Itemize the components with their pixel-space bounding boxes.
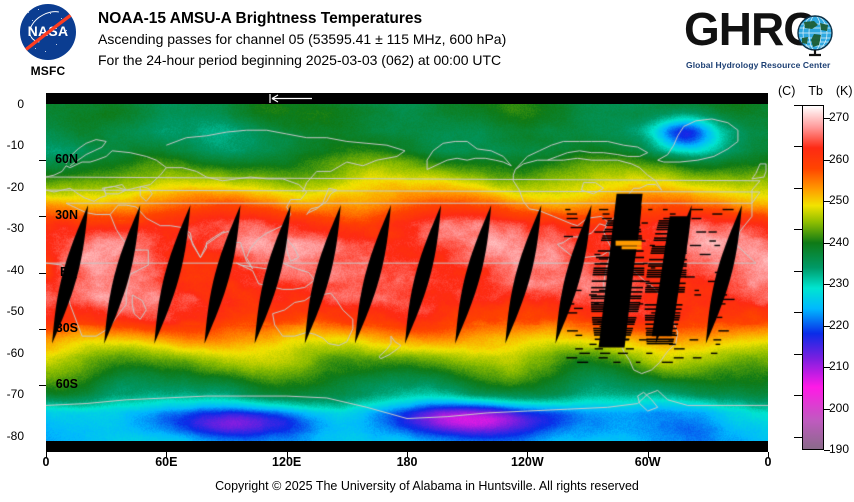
lat-tick (39, 329, 46, 330)
colorbar-unit-kelvin: (K) (836, 84, 853, 98)
colorbar-celsius-label: -10 (7, 138, 24, 152)
colorbar-celsius-tick (794, 437, 802, 438)
colorbar-celsius-tick (794, 395, 802, 396)
colorbar-celsius-label: -80 (7, 429, 24, 443)
colorbar-unit-celsius: (C) (778, 84, 795, 98)
msfc-label: MSFC (10, 64, 86, 78)
colorbar-gradient (802, 105, 824, 450)
colorbar (802, 105, 824, 450)
nasa-insignia-icon: NASA (20, 4, 76, 60)
colorbar-kelvin-label: 250 (829, 193, 849, 207)
colorbar-kelvin-label: 270 (829, 110, 849, 124)
map-figure (46, 93, 768, 452)
nasa-swoosh-icon (20, 8, 76, 56)
header: NASA MSFC NOAA-15 AMSU-A Brightness Temp… (0, 0, 854, 92)
colorbar-kelvin-label: 200 (829, 401, 849, 415)
colorbar-celsius-label: -50 (7, 304, 24, 318)
colorbar-celsius-label: -40 (7, 263, 24, 277)
ghrc-logo: GHRC Global Hydrology Resource Center (684, 2, 840, 78)
lon-axis-label: 120W (497, 455, 557, 469)
map-plot-area (46, 104, 768, 441)
lat-tick (39, 160, 46, 161)
colorbar-celsius-label: -20 (7, 180, 24, 194)
lat-tick (39, 216, 46, 217)
lat-tick (39, 273, 46, 274)
lon-axis-label: 0 (738, 455, 798, 469)
lat-axis-label: 60N (55, 152, 78, 166)
lat-axis-label: 60S (56, 377, 78, 391)
colorbar-celsius-tick (794, 312, 802, 313)
lon-axis-label: 60E (136, 455, 196, 469)
colorbar-celsius-tick (794, 146, 802, 147)
colorbar-kelvin-label: 210 (829, 359, 849, 373)
colorbar-celsius-tick (794, 105, 802, 106)
colorbar-celsius-tick (794, 354, 802, 355)
colorbar-kelvin-label: 230 (829, 276, 849, 290)
subtitle-period: For the 24-hour period beginning 2025-03… (98, 50, 678, 71)
colorbar-variable: Tb (808, 84, 823, 98)
ghrc-tagline: Global Hydrology Resource Center (686, 60, 830, 70)
lat-axis-label: 30S (56, 321, 78, 335)
colorbar-celsius-tick (794, 229, 802, 230)
colorbar-celsius-label: -30 (7, 221, 24, 235)
colorbar-kelvin-label: 220 (829, 318, 849, 332)
page-title: NOAA-15 AMSU-A Brightness Temperatures (98, 8, 678, 29)
lat-axis-label: EQ (60, 265, 78, 279)
colorbar-header: (C) Tb (K) (778, 84, 854, 98)
colorbar-kelvin-label: 260 (829, 152, 849, 166)
nasa-logo: NASA MSFC (10, 4, 86, 84)
lat-tick (39, 385, 46, 386)
colorbar-celsius-label: -70 (7, 387, 24, 401)
colorbar-kelvin-label: 240 (829, 235, 849, 249)
colorbar-kelvin-label: 190 (829, 442, 849, 456)
lon-axis-label: 60W (618, 455, 678, 469)
lat-axis-label: 30N (55, 208, 78, 222)
colorbar-celsius-label: -60 (7, 346, 24, 360)
colorbar-celsius-tick (794, 188, 802, 189)
colorbar-celsius-label: 0 (17, 97, 24, 111)
north-arrow-marker (268, 94, 314, 103)
copyright-notice: Copyright © 2025 The University of Alaba… (0, 479, 854, 493)
lon-axis-label: 120E (257, 455, 317, 469)
globe-icon (794, 14, 838, 58)
colorbar-celsius-tick (794, 271, 802, 272)
title-block: NOAA-15 AMSU-A Brightness Temperatures A… (98, 8, 678, 71)
orbital-swath-gap-overlay (46, 104, 768, 441)
lon-axis-label: 0 (16, 455, 76, 469)
subtitle-channel: Ascending passes for channel 05 (53595.4… (98, 29, 678, 50)
lon-axis-label: 180 (377, 455, 437, 469)
